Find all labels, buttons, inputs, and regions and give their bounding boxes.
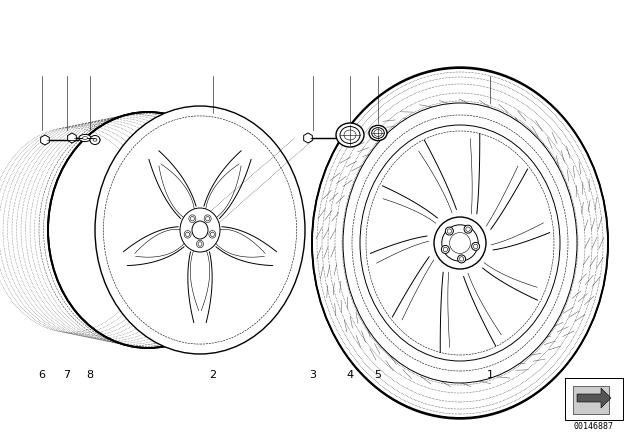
Ellipse shape	[184, 231, 191, 238]
Ellipse shape	[442, 246, 449, 254]
Ellipse shape	[336, 123, 364, 147]
Ellipse shape	[449, 233, 470, 254]
Polygon shape	[577, 388, 611, 408]
Ellipse shape	[189, 215, 196, 223]
Ellipse shape	[186, 232, 189, 237]
Ellipse shape	[445, 227, 453, 235]
Text: 2: 2	[209, 370, 216, 380]
Text: 6: 6	[38, 370, 45, 380]
Ellipse shape	[95, 106, 305, 354]
Ellipse shape	[464, 225, 472, 233]
Ellipse shape	[196, 240, 204, 248]
Ellipse shape	[209, 231, 216, 238]
Ellipse shape	[474, 244, 478, 249]
Text: 3: 3	[310, 370, 317, 380]
Ellipse shape	[458, 255, 465, 263]
Ellipse shape	[372, 128, 384, 138]
Ellipse shape	[83, 137, 88, 139]
Ellipse shape	[472, 242, 479, 250]
Text: 5: 5	[374, 370, 381, 380]
Ellipse shape	[340, 126, 360, 143]
Ellipse shape	[374, 129, 382, 137]
Ellipse shape	[442, 225, 478, 261]
Ellipse shape	[369, 125, 387, 141]
Bar	[565, 378, 623, 420]
Text: 00146887: 00146887	[574, 422, 614, 431]
Ellipse shape	[211, 232, 214, 237]
Ellipse shape	[190, 216, 195, 221]
Ellipse shape	[343, 103, 577, 383]
Ellipse shape	[443, 247, 447, 252]
Text: 4: 4	[346, 370, 353, 380]
Ellipse shape	[460, 257, 464, 261]
Ellipse shape	[466, 227, 470, 231]
Polygon shape	[68, 133, 76, 143]
Ellipse shape	[434, 217, 486, 269]
Ellipse shape	[90, 135, 100, 145]
Ellipse shape	[180, 208, 220, 252]
Polygon shape	[303, 133, 312, 143]
Ellipse shape	[344, 130, 356, 140]
Text: 8: 8	[86, 370, 93, 380]
Text: 7: 7	[63, 370, 70, 380]
Ellipse shape	[93, 139, 97, 141]
Ellipse shape	[90, 137, 100, 143]
Polygon shape	[41, 135, 49, 145]
Ellipse shape	[79, 134, 91, 142]
Ellipse shape	[360, 125, 560, 361]
Ellipse shape	[204, 215, 211, 223]
Ellipse shape	[205, 216, 210, 221]
Ellipse shape	[192, 221, 208, 239]
Ellipse shape	[447, 229, 452, 233]
Text: 1: 1	[486, 370, 493, 380]
Ellipse shape	[198, 242, 202, 246]
Ellipse shape	[312, 68, 608, 418]
Polygon shape	[573, 386, 609, 414]
